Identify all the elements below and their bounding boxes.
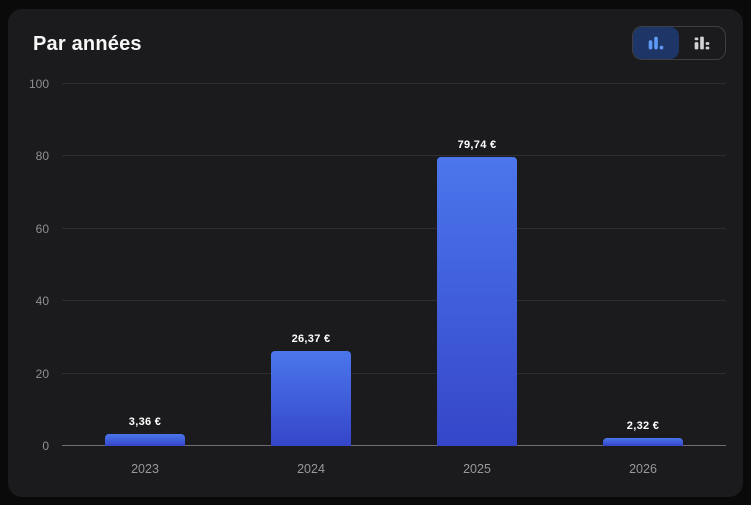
bar-2023[interactable] [105, 433, 185, 446]
y-axis-tick-label: 80 [35, 149, 49, 164]
y-axis-tick-label: 20 [35, 366, 49, 381]
x-axis-baseline [62, 445, 726, 446]
chart-type-toggle [632, 26, 726, 60]
gridline [62, 300, 726, 302]
bar-2024[interactable] [271, 350, 351, 446]
y-axis-tick-label: 40 [35, 294, 49, 309]
bar-chart-icon [645, 32, 667, 54]
bar-series: 3,36 € 26,37 € 79,74 € 2,32 € [62, 84, 726, 446]
stacked-bar-chart-toggle-button[interactable] [679, 27, 725, 59]
bar-2026[interactable] [603, 437, 683, 446]
page-title: Par années [33, 33, 142, 55]
bar-slot: 2,32 € [560, 84, 726, 446]
x-axis-tick-label: 2024 [297, 462, 325, 476]
gridline [62, 83, 726, 84]
chart-card: Par années 0 20 40 60 [8, 9, 743, 497]
bar-value-label: 2,32 € [626, 419, 660, 432]
y-axis-tick-label: 60 [35, 221, 49, 236]
bar-value-label: 79,74 € [457, 139, 497, 152]
x-axis-tick-label: 2026 [629, 462, 657, 476]
gridline [62, 372, 726, 374]
x-axis-tick-label: 2023 [131, 462, 159, 476]
x-axis-labels: 2023 2024 2025 2026 [62, 462, 726, 476]
bar-2025[interactable] [437, 157, 517, 446]
y-axis-tick-label: 0 [42, 439, 49, 453]
gridline [62, 227, 726, 229]
bar-slot: 26,37 € [228, 84, 394, 446]
y-axis-tick-label: 100 [28, 77, 49, 91]
gridline [62, 155, 726, 157]
plot-area: 0 20 40 60 80 100 3,36 € 26,37 € 79,74 € 2,32 € [29, 77, 726, 453]
bar-value-label: 26,37 € [291, 332, 331, 345]
stacked-bar-chart-icon [691, 32, 713, 54]
bar-slot: 79,74 € [394, 84, 560, 446]
x-axis-tick-label: 2025 [463, 462, 491, 476]
bar-slot: 3,36 € [62, 84, 228, 446]
bar-value-label: 3,36 € [128, 415, 162, 428]
bar-chart-toggle-button[interactable] [633, 27, 679, 59]
